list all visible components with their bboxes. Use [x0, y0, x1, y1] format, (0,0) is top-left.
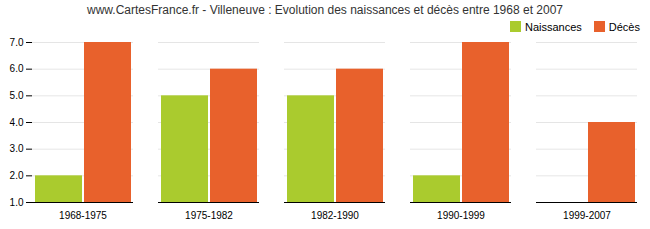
svg-text:1999-2007: 1999-2007	[563, 210, 611, 221]
svg-text:7.0: 7.0	[10, 37, 24, 48]
html-text:Décès: Décès	[608, 21, 640, 33]
svg-text:1975-1982: 1975-1982	[185, 210, 233, 221]
html-text:www.CartesFrance.fr - Villeneu: www.CartesFrance.fr - Villeneuve : Evolu…	[87, 3, 563, 17]
svg-text:2.0: 2.0	[10, 170, 24, 181]
html-text:Naissances: Naissances	[525, 21, 582, 33]
svg-text:3.0: 3.0	[10, 143, 24, 154]
svg-text:4.0: 4.0	[10, 117, 24, 128]
svg-text:1.0: 1.0	[10, 197, 24, 208]
svg-text:1982-1990: 1982-1990	[311, 210, 359, 221]
svg-text:6.0: 6.0	[10, 63, 24, 74]
svg-text:5.0: 5.0	[10, 90, 24, 101]
svg-text:1990-1999: 1990-1999	[437, 210, 485, 221]
svg-text:1968-1975: 1968-1975	[59, 210, 107, 221]
